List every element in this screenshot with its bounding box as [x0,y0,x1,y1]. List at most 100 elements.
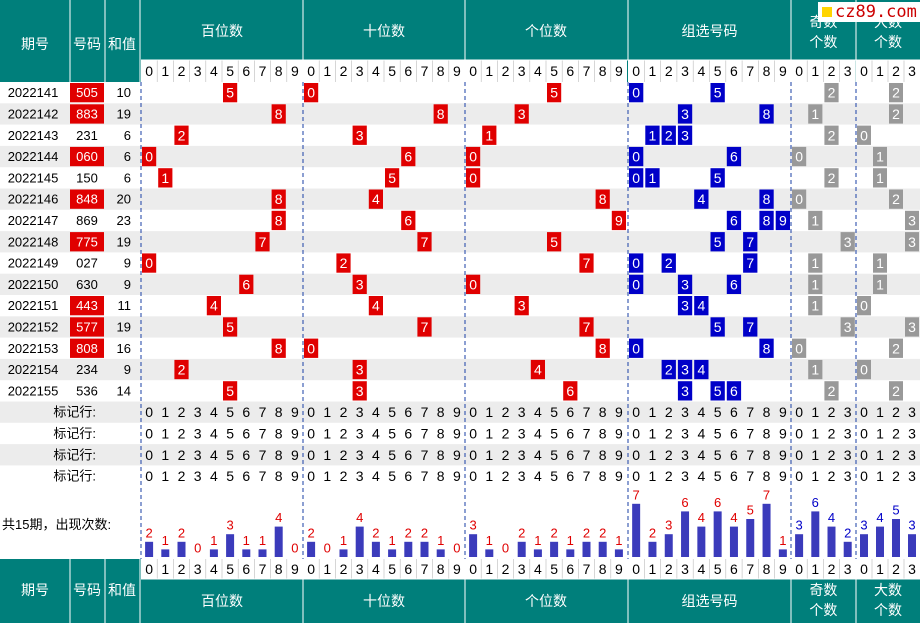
cell-zu-12-0 [629,338,644,358]
cell-ge-14-6 [563,381,578,401]
number-9: 630 [76,277,98,292]
digit-footer-ge-5: 5 [550,561,558,577]
cell-ge-0-5 [547,83,562,103]
cell-label-odd-10-1: 1 [811,298,819,314]
cell-label-big-1-2: 2 [892,106,900,122]
cell-label-ge-5-8: 8 [599,191,607,207]
marker-digit-ge-0-8: 8 [599,404,607,420]
digit-header-shi-0: 0 [307,63,315,79]
cell-label-bai-13-2: 2 [178,362,186,378]
digit-footer-shi-5: 5 [388,561,396,577]
marker-digit-bai-0-6: 6 [242,404,250,420]
number-12: 808 [76,341,98,356]
marker-digit-ge-1-3: 3 [518,425,526,441]
digit-footer-odd-1: 1 [811,561,819,577]
cell-ge-1-3 [514,104,529,124]
cell-big-13-0 [857,359,871,380]
marker-digit-zu-0-5: 5 [714,404,722,420]
marker-digit-big-2-0: 0 [860,447,868,463]
cell-zu-9-0 [629,274,644,294]
bar-label-ge-4: 1 [534,533,541,548]
marker-digit-bai-2-8: 8 [275,447,283,463]
digit-header-ge-1: 1 [485,63,493,79]
cell-shi-4-5 [385,168,400,188]
marker-digit-ge-1-7: 7 [583,425,591,441]
cell-bai-7-7 [255,232,270,252]
marker-digit-odd-3-3: 3 [844,468,852,484]
digit-header-shi-1: 1 [323,63,331,79]
cell-label-shi-6-6: 6 [404,212,412,228]
cell-ge-2-1 [482,125,497,145]
cell-shi-13-3 [352,359,367,380]
bar-ge-5 [550,541,559,557]
cell-zu-6-8 [759,210,774,231]
cell-big-7-3 [905,232,919,252]
cell-label-zu-6-6: 6 [730,212,738,228]
marker-digit-odd-0-1: 1 [811,404,819,420]
cell-label-big-7-3: 3 [908,234,916,250]
marker-digit-shi-3-5: 5 [388,468,396,484]
issue-9: 2022150 [8,277,59,292]
cell-label-zu-2-3: 3 [681,127,689,143]
bar-odd-1 [811,511,820,557]
digit-footer-ge-9: 9 [615,561,623,577]
bar-label-bai-4: 1 [210,533,217,548]
bar-label-shi-9: 0 [453,541,460,556]
marker-digit-big-3-2: 2 [892,468,900,484]
marker-digit-big-3-1: 1 [876,468,884,484]
cell-label-big-2-0: 0 [860,127,868,143]
digit-header-ge-7: 7 [583,63,591,79]
digit-header-shi-5: 5 [388,63,396,79]
marker-digit-odd-0-2: 2 [828,404,836,420]
cell-label-big-9-1: 1 [876,276,884,292]
marker-digit-big-0-2: 2 [892,404,900,420]
cell-label-shi-9-3: 3 [356,276,364,292]
marker-digit-bai-1-9: 9 [291,425,299,441]
marker-digit-odd-1-0: 0 [795,425,803,441]
bar-shi-8 [436,549,445,557]
digit-header-zu-7: 7 [746,63,754,79]
bar-zu-4 [697,526,706,557]
marker-digit-zu-3-7: 7 [746,468,754,484]
marker-digit-bai-3-5: 5 [226,468,234,484]
cell-big-6-3 [905,210,919,231]
cell-label-bai-2-2: 2 [178,127,186,143]
cell-label-zu-0-5: 5 [714,85,722,101]
cell-zu-14-5 [710,381,725,401]
digit-footer-big-2: 2 [892,561,900,577]
cell-odd-6-1 [808,210,823,231]
cell-label-odd-0-2: 2 [828,85,836,101]
cell-label-shi-5-4: 4 [372,191,380,207]
marker-digit-ge-3-9: 9 [615,468,623,484]
issue-6: 2022147 [8,213,59,228]
header-haoma: 号码 [73,36,101,52]
cell-label-zu-4-5: 5 [714,170,722,186]
sum-13: 9 [124,362,131,377]
marker-digit-shi-2-5: 5 [388,447,396,463]
cell-label-zu-13-3: 3 [681,362,689,378]
cell-label-big-3-1: 1 [876,149,884,165]
marker-digit-ge-0-1: 1 [485,404,493,420]
marker-digit-shi-1-1: 1 [323,425,331,441]
bar-zu-0 [632,503,641,557]
marker-digit-bai-2-1: 1 [161,447,169,463]
marker-digit-ge-1-1: 1 [485,425,493,441]
bar-label-bai-2: 2 [178,525,185,540]
cell-zu-13-3 [677,359,693,380]
marker-digit-ge-2-1: 1 [485,447,493,463]
marker-digit-bai-2-9: 9 [291,447,299,463]
marker-digit-ge-3-7: 7 [583,468,591,484]
marker-digit-odd-2-0: 0 [795,447,803,463]
footer-title-ge: 个位数 [525,593,567,609]
group-title-big-2: 个数 [874,34,902,50]
cell-odd-0-2 [824,83,839,103]
cell-label-zu-4-1: 1 [649,170,657,186]
issue-13: 2022154 [8,362,59,377]
cell-big-4-1 [873,168,887,188]
marker-digit-bai-1-8: 8 [275,425,283,441]
digit-footer-big-0: 0 [860,561,868,577]
digit-header-bai-5: 5 [226,63,234,79]
marker-digit-zu-2-7: 7 [746,447,754,463]
issue-5: 2022146 [8,192,59,207]
bar-shi-4 [371,541,380,557]
